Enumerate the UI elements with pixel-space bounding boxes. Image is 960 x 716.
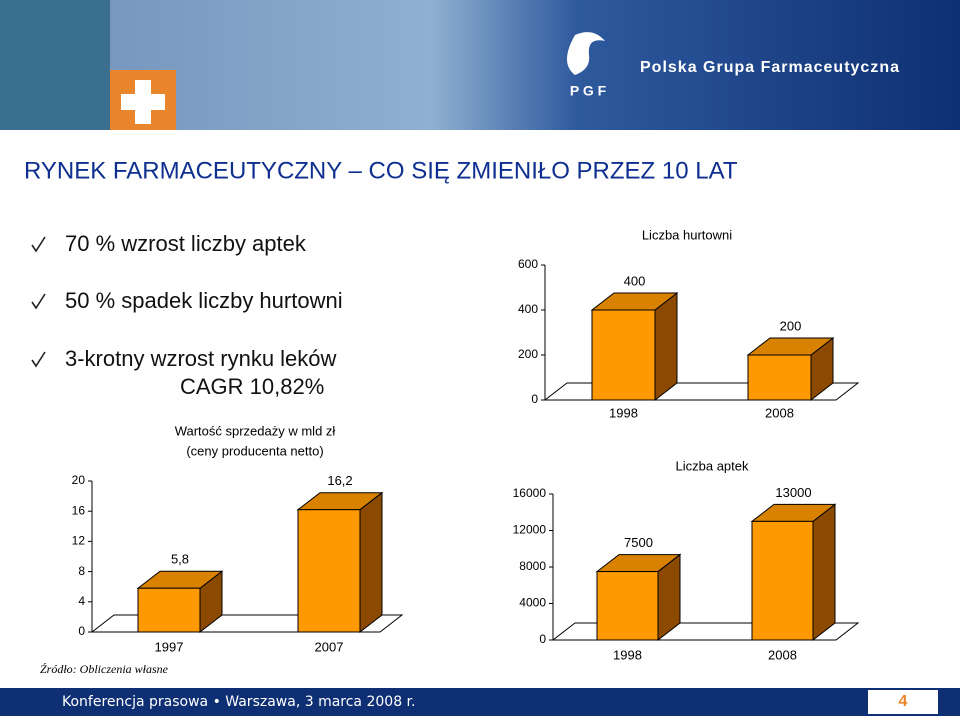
bar-side [359, 491, 383, 634]
x-tick-label: 2008 [768, 647, 797, 662]
bar [596, 571, 659, 641]
bar [591, 309, 656, 401]
bullet: 3-krotny wzrost rynku leków [65, 346, 337, 371]
y-tick-label: 4 [78, 594, 85, 608]
footer-bar [0, 688, 960, 716]
y-tick-label: 12 [72, 534, 86, 548]
value-label: 200 [780, 318, 802, 333]
x-tick-label: 2007 [315, 639, 344, 654]
bar [137, 587, 201, 633]
bar-side [654, 291, 678, 402]
x-tick-label: 1998 [613, 647, 642, 662]
chart-title: Wartość sprzedaży w mld zł [175, 423, 336, 438]
checkmarks [31, 236, 46, 368]
y-tick-label: 200 [518, 347, 538, 361]
header-photo [0, 0, 110, 130]
value-label: 5,8 [171, 552, 189, 567]
value-label: 400 [624, 273, 646, 288]
y-tick-label: 600 [518, 257, 538, 271]
bullet: CAGR 10,82% [180, 374, 324, 399]
chart-title: Liczba hurtowni [642, 227, 732, 242]
y-tick-label: 8 [78, 564, 85, 578]
slide-title: RYNEK FARMACEUTYCZNY – CO SIĘ ZMIENIŁO P… [24, 157, 738, 184]
y-tick-label: 0 [78, 624, 85, 638]
charts: Wartość sprzedaży w mld zł (ceny producen… [72, 227, 860, 662]
bar [297, 509, 361, 633]
pgf-logo-text: P G F [570, 83, 607, 99]
cross-icon [121, 80, 165, 124]
x-tick-label: 1997 [155, 639, 184, 654]
y-tick-label: 20 [72, 473, 86, 487]
bullet: 70 % wzrost liczby aptek [65, 231, 307, 256]
y-tick-label: 0 [531, 392, 538, 406]
y-tick-label: 16 [72, 503, 86, 517]
y-tick-label: 400 [518, 302, 538, 316]
bar [747, 354, 812, 401]
y-tick-label: 4000 [519, 596, 546, 610]
y-tick-label: 0 [539, 632, 546, 646]
value-label: 13000 [775, 485, 811, 500]
y-tick-label: 16000 [513, 486, 547, 500]
footer-text: Konferencja prasowa • Warszawa, 3 marca … [62, 694, 415, 710]
chart-title: (ceny producenta netto) [186, 443, 323, 458]
bar-side [812, 503, 836, 642]
source-note: Źródło: Obliczenia własne [40, 662, 169, 676]
page-number: 4 [899, 693, 908, 710]
pgf-logo-mark [567, 32, 605, 75]
x-tick-label: 1998 [609, 405, 638, 420]
chart-title: Liczba aptek [676, 458, 749, 473]
bullet: 50 % spadek liczby hurtowni [65, 288, 343, 313]
bar [751, 520, 814, 641]
page-box [868, 690, 938, 714]
value-label: 7500 [624, 535, 653, 550]
y-tick-label: 8000 [519, 559, 546, 573]
value-label: 16,2 [327, 473, 352, 488]
y-tick-label: 12000 [513, 523, 547, 537]
x-tick-label: 2008 [765, 405, 794, 420]
brand-name: Polska Grupa Farmaceutyczna [640, 59, 900, 76]
